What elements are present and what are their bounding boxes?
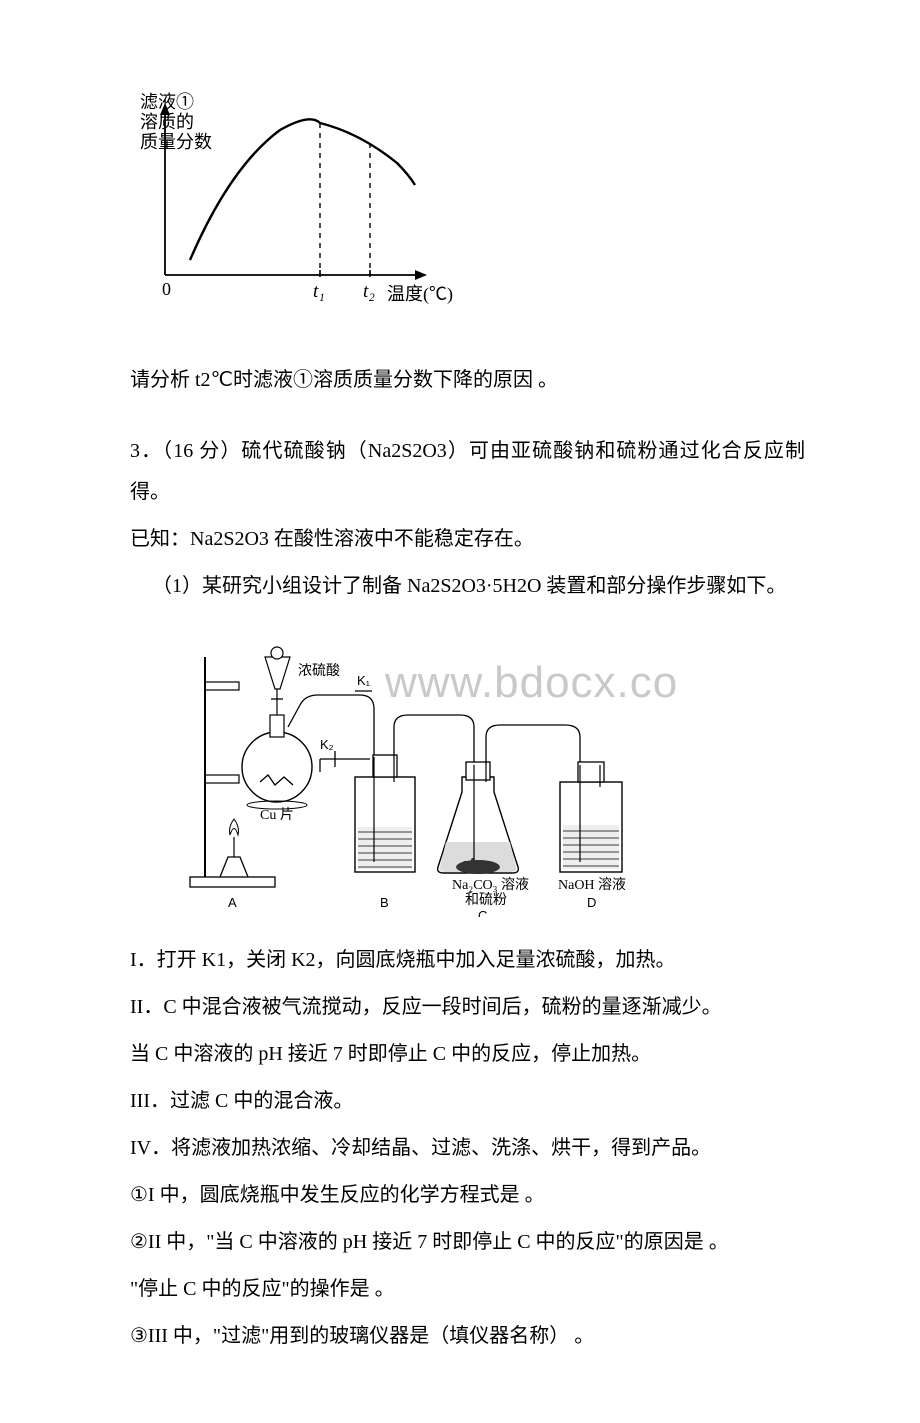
flame-icon (230, 819, 239, 835)
curve-line (190, 119, 415, 260)
sep-funnel-top (271, 647, 283, 659)
subq-1: ①I 中，圆底烧瓶中发生反应的化学方程式是 。 (130, 1175, 805, 1216)
watermark-text: www.bdocx.com (384, 658, 680, 707)
tick-label-t1: t₁ (313, 281, 325, 302)
subq-2b: "停止 C 中的反应"的操作是 。 (130, 1269, 805, 1310)
step-4: IV．将滤液加热浓缩、冷却结晶、过滤、洗涤、烘干，得到产品。 (130, 1128, 805, 1169)
solubility-chart: 滤液① 溶质的 质量分数 0 t₁ t₂ 温度(℃) (140, 90, 805, 320)
y-axis-label-3: 质量分数 (140, 132, 212, 152)
sep-funnel-body (265, 657, 290, 689)
origin-label: 0 (162, 279, 171, 299)
apparatus-diagram: www.bdocx.com 浓硫酸 K₁ Cu 片 K₂ (160, 627, 805, 922)
clamp-mid (205, 775, 239, 783)
label-b: B (380, 895, 389, 910)
bottle-b-liquid (358, 827, 412, 869)
d-label: NaOH 溶液 (558, 877, 626, 893)
burner-base (220, 857, 248, 877)
q2-tail-text: 请分析 t2℃时滤液①溶质质量分数下降的原因 。 (130, 360, 805, 401)
label-d: D (587, 895, 596, 910)
step-2: II．C 中混合液被气流搅动，反应一段时间后，硫粉的量逐渐减少。 (130, 987, 805, 1028)
step-2b: 当 C 中溶液的 pH 接近 7 时即停止 C 中的反应，停止加热。 (130, 1034, 805, 1075)
round-flask (242, 732, 312, 802)
tube-c-to-d (486, 725, 580, 777)
flask-neck (270, 715, 284, 737)
tube-b-to-c (394, 715, 474, 772)
subq-3: ③III 中，"过滤"用到的玻璃仪器是（填仪器名称） 。 (130, 1316, 805, 1357)
label-c: C (478, 908, 487, 917)
k1-label: K₁ (357, 673, 371, 688)
x-axis-label: 温度(℃) (387, 284, 453, 305)
sulfur-powder (456, 860, 500, 874)
clamp-top (205, 682, 239, 690)
c-label-2: 和硫粉 (465, 892, 507, 908)
step-3: III．过滤 C 中的混合液。 (130, 1081, 805, 1122)
conc-acid-label: 浓硫酸 (298, 663, 340, 679)
stand-a-base (190, 877, 275, 887)
step-1: I．打开 K1，关闭 K2，向圆底烧瓶中加入足量浓硫酸，加热。 (130, 940, 805, 981)
q3-part1-intro: （1）某研究小组设计了制备 Na2S2O3·5H2O 装置和部分操作步骤如下。 (130, 566, 805, 607)
subq-2a: ②II 中，"当 C 中溶液的 pH 接近 7 时即停止 C 中的反应"的原因是… (130, 1222, 805, 1263)
bottle-d-liquid (563, 825, 619, 869)
q3-known: 已知：Na2S2O3 在酸性溶液中不能稳定存在。 (130, 519, 805, 560)
label-a: A (228, 895, 237, 910)
x-axis-arrow (415, 270, 427, 280)
k2-label: K₂ (320, 737, 334, 752)
c-label-1: Na₂CO₃ 溶液 (452, 877, 529, 893)
tick-label-t2: t₂ (363, 281, 375, 302)
q3-heading: 3．（16 分）硫代硫酸钠（Na2S2O3）可由亚硫酸钠和硫粉通过化合反应制得。 (130, 431, 805, 513)
